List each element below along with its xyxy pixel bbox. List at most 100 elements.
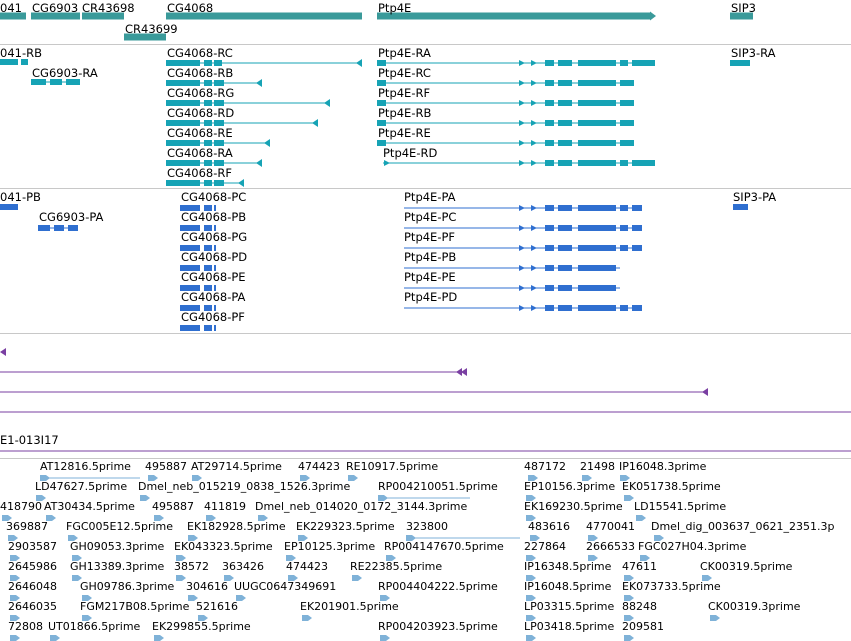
arrowhead-icon[interactable] — [160, 635, 164, 641]
protein-feature[interactable] — [38, 225, 78, 231]
est-label[interactable]: FGC005E12.5prime — [66, 520, 174, 533]
est-label[interactable]: 369887 — [6, 520, 48, 533]
transcript-exon[interactable] — [204, 180, 212, 186]
arrowhead-icon[interactable] — [56, 635, 60, 641]
arrowhead-icon[interactable] — [74, 535, 78, 541]
gene-label[interactable]: CG6903 — [32, 1, 79, 15]
est-block[interactable] — [528, 475, 534, 481]
transcript-exon[interactable] — [578, 120, 616, 126]
est-block[interactable] — [50, 635, 56, 641]
arrowhead-icon[interactable] — [594, 535, 598, 541]
transcript-exon[interactable] — [214, 180, 224, 186]
protein-exon[interactable] — [38, 225, 50, 231]
transcript-feature[interactable] — [377, 120, 634, 126]
exon-marker[interactable] — [519, 225, 525, 231]
est-label[interactable]: LP03418.5prime — [524, 620, 615, 633]
transcript-feature[interactable] — [31, 79, 80, 85]
est-block[interactable] — [624, 495, 630, 501]
est-feature[interactable] — [526, 615, 536, 621]
arrowhead-icon[interactable] — [194, 595, 198, 601]
est-label[interactable]: AT30434.5prime — [44, 500, 135, 513]
exon-marker[interactable] — [531, 100, 537, 106]
est-label[interactable]: 21498 — [580, 460, 615, 473]
est-feature[interactable] — [348, 475, 358, 481]
est-label[interactable]: EP10156.3prime — [524, 480, 616, 493]
transcript-exon[interactable] — [578, 60, 616, 66]
arrowhead-icon[interactable] — [461, 368, 467, 376]
transcript-exon[interactable] — [620, 120, 634, 126]
est-label[interactable]: 2646035 — [8, 600, 57, 613]
est-feature[interactable] — [528, 475, 538, 481]
protein-feature[interactable] — [180, 205, 216, 211]
transcript-exon[interactable] — [545, 80, 554, 86]
exon-marker[interactable] — [519, 305, 525, 311]
gene-exon[interactable] — [377, 12, 650, 20]
est-block[interactable] — [302, 615, 308, 621]
arrowhead-icon[interactable] — [212, 515, 216, 521]
exon-marker[interactable] — [531, 285, 537, 291]
est-feature[interactable] — [380, 635, 390, 641]
arrowhead-icon[interactable] — [702, 388, 708, 396]
est-label[interactable]: EK182928.5prime — [187, 520, 286, 533]
protein-feature[interactable] — [404, 205, 642, 211]
est-feature[interactable] — [380, 595, 390, 601]
protein-feature[interactable] — [180, 325, 216, 331]
est-label[interactable]: 521616 — [196, 600, 238, 613]
est-feature[interactable] — [188, 535, 198, 541]
est-feature[interactable] — [82, 615, 92, 621]
protein-exon[interactable] — [620, 225, 628, 231]
transcript-exon[interactable] — [204, 140, 212, 146]
est-label[interactable]: 72808 — [8, 620, 43, 633]
exon-marker[interactable] — [531, 80, 537, 86]
transcript-label[interactable]: Ptp4E-RC — [378, 66, 431, 80]
est-feature[interactable] — [198, 615, 208, 621]
protein-exon[interactable] — [733, 204, 748, 210]
est-block[interactable] — [10, 575, 16, 581]
est-feature[interactable] — [526, 595, 536, 601]
exon-marker[interactable] — [519, 160, 525, 166]
arrowhead-icon[interactable] — [264, 139, 270, 147]
est-block[interactable] — [640, 555, 646, 561]
protein-feature[interactable] — [733, 204, 748, 210]
est-block[interactable] — [620, 475, 626, 481]
est-feature[interactable] — [710, 615, 720, 621]
est-label[interactable]: CK00319.3prime — [708, 600, 801, 613]
transcript-label[interactable]: CG4068-RG — [167, 86, 235, 100]
protein-exon[interactable] — [204, 205, 212, 211]
protein-label[interactable]: 041-PB — [0, 190, 41, 204]
transcript-exon[interactable] — [620, 60, 628, 66]
protein-exon[interactable] — [632, 305, 642, 311]
transcript-exon[interactable] — [558, 80, 572, 86]
gene-exon[interactable] — [31, 12, 80, 20]
transcript-label[interactable]: CG4068-RC — [167, 46, 233, 60]
transcript-exon[interactable] — [730, 60, 750, 66]
est-block[interactable] — [176, 575, 182, 581]
protein-exon[interactable] — [180, 305, 200, 311]
est-block[interactable] — [82, 595, 88, 601]
est-label[interactable]: UUGC0647349691 — [234, 580, 337, 593]
protein-label[interactable]: CG4068-PC — [181, 190, 247, 204]
protein-exon[interactable] — [578, 205, 616, 211]
est-label[interactable]: 88248 — [622, 600, 657, 613]
gene-label[interactable]: CR43699 — [125, 22, 178, 36]
protein-exon[interactable] — [180, 325, 200, 331]
est-feature[interactable] — [2, 515, 12, 521]
arrowhead-icon[interactable] — [88, 595, 92, 601]
est-label[interactable]: 2645986 — [8, 560, 57, 573]
exon-marker[interactable] — [531, 225, 537, 231]
est-feature[interactable] — [526, 515, 536, 521]
est-feature[interactable] — [620, 475, 630, 481]
transcript-label[interactable]: Ptp4E-RA — [378, 46, 431, 60]
transcript-feature[interactable] — [730, 60, 750, 66]
transcript-exon[interactable] — [166, 120, 200, 126]
arrowhead-icon[interactable] — [46, 475, 50, 481]
transcript-label[interactable]: CG4068-RF — [167, 166, 232, 180]
arrowhead-icon[interactable] — [384, 495, 388, 501]
transcript-exon[interactable] — [377, 80, 386, 86]
protein-exon[interactable] — [578, 265, 616, 271]
est-feature[interactable] — [654, 535, 664, 541]
est-label[interactable]: EK229323.5prime — [296, 520, 395, 533]
est-label[interactable]: CK00319.5prime — [700, 560, 793, 573]
gene-label[interactable]: 041 — [0, 1, 22, 15]
transcript-label[interactable]: Ptp4E-RD — [383, 146, 438, 160]
